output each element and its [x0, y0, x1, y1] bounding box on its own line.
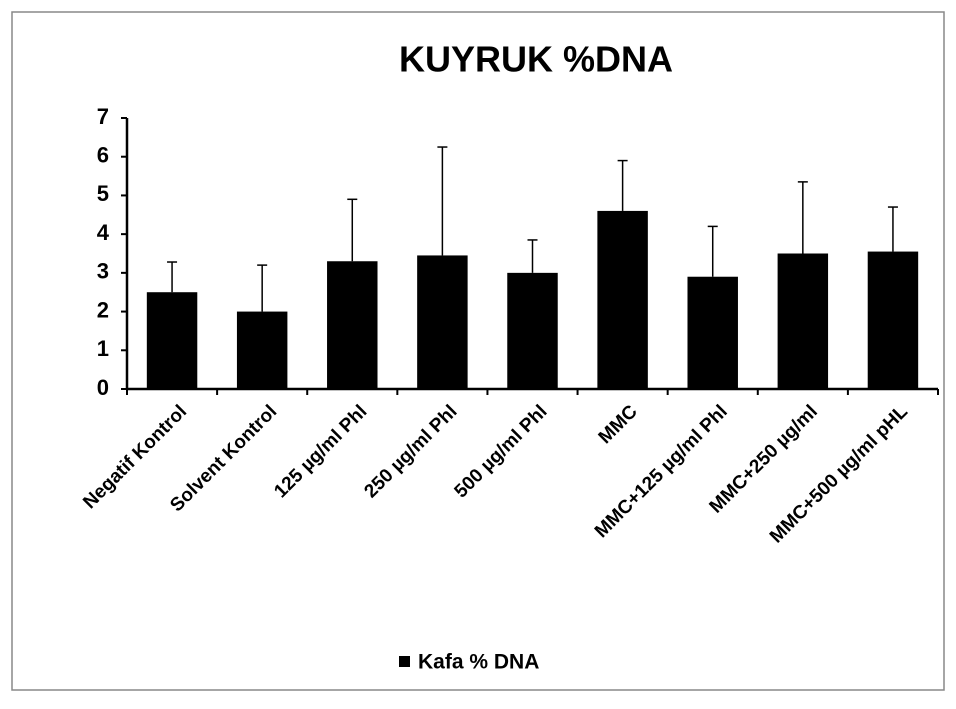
y-tick-label: 1	[97, 336, 109, 361]
y-tick-label: 3	[97, 259, 109, 284]
bar	[236, 311, 288, 389]
y-tick-label: 6	[97, 143, 109, 168]
bar	[146, 292, 198, 389]
y-tick-label: 7	[97, 104, 109, 129]
legend-label: Kafa % DNA	[418, 651, 539, 674]
legend-swatch	[399, 656, 410, 667]
bar	[687, 276, 738, 389]
bar	[507, 272, 558, 389]
bar	[777, 253, 829, 389]
bar	[327, 261, 378, 389]
y-tick-label: 4	[97, 220, 110, 245]
y-tick-label: 0	[97, 375, 109, 400]
bar	[417, 255, 468, 389]
chart-title: KUYRUK %DNA	[399, 39, 673, 80]
y-tick-label: 2	[97, 297, 109, 322]
bar	[597, 210, 648, 389]
bar	[867, 251, 919, 389]
y-tick-label: 5	[97, 181, 109, 206]
